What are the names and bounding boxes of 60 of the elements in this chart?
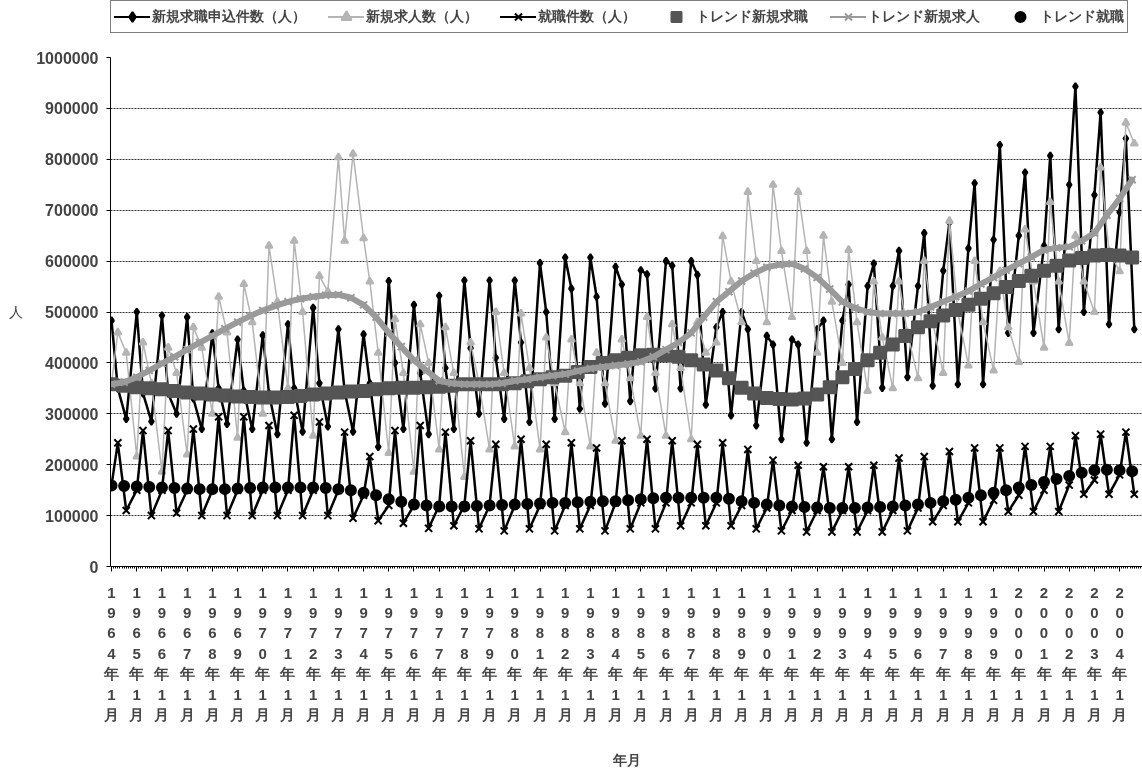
- x-tick-label: 1983年 1月: [581, 583, 598, 723]
- x-tick-label: 1994年 1月: [859, 583, 876, 723]
- x-tick-label: 1990年 1月: [758, 583, 775, 723]
- x-tick-label: 1967年 1月: [178, 583, 195, 723]
- x-tick-label: 1989年 1月: [733, 583, 750, 723]
- y-tick-label: 900000: [45, 100, 99, 118]
- y-tick-label: 600000: [45, 253, 99, 271]
- x-tick-label: 1969年 1月: [229, 583, 246, 723]
- x-tick-label: 1966年 1月: [153, 583, 170, 723]
- x-tick-label: 1970年 1月: [254, 583, 271, 723]
- x-tick-label: 1981年 1月: [531, 583, 548, 723]
- x-tick-label: 1976年 1月: [405, 583, 422, 723]
- x-tick-label: 1978年 1月: [455, 583, 472, 723]
- y-tick-label: 400000: [45, 354, 99, 372]
- x-tick-label: 1973年 1月: [329, 583, 346, 723]
- y-tick-label: 500000: [45, 304, 99, 321]
- x-tick-label: 1987年 1月: [682, 583, 699, 723]
- legend-label: トレンド新規求人: [868, 6, 980, 26]
- x-tick-label: 2004年 1月: [1111, 583, 1128, 723]
- legend-label: 新規求職申込件数（人）: [152, 6, 306, 26]
- x-tick-label: 1968年 1月: [203, 583, 220, 723]
- x-tick-label: 1964年 1月: [103, 583, 120, 723]
- x-tick-label: 1998年 1月: [959, 583, 976, 723]
- x-tick-label: 1984年 1月: [607, 583, 624, 723]
- x-tick-label: 1982年 1月: [556, 583, 573, 723]
- y-tick-label: 200000: [45, 456, 99, 474]
- y-tick-label: 300000: [45, 405, 99, 423]
- x-tick-label: 1997年 1月: [934, 583, 951, 723]
- x-tick-label: 1972年 1月: [304, 583, 321, 723]
- y-tick-label: 800000: [45, 151, 99, 169]
- legend-label: 新規求人数（人）: [366, 6, 478, 26]
- legend-label: トレンド就職: [1040, 6, 1124, 26]
- x-tick-label: 1992年 1月: [808, 583, 825, 723]
- y-tick-label: 100000: [45, 507, 99, 525]
- y-tick-label: 0: [89, 558, 99, 576]
- x-tick-label: 1971年 1月: [279, 583, 296, 723]
- x-tick-label: 1988年 1月: [707, 583, 724, 723]
- y-tick-label: 700000: [45, 202, 99, 220]
- x-tick-label: 1991年 1月: [783, 583, 800, 723]
- x-tick-label: 1979年 1月: [481, 583, 498, 723]
- x-tick-label: 1965年 1月: [128, 583, 145, 723]
- legend-label: 就職件数（人）: [538, 6, 636, 26]
- x-tick-label: 1977年 1月: [430, 583, 447, 723]
- x-tick-label: 1985年 1月: [632, 583, 649, 723]
- x-tick-label: 1975年 1月: [380, 583, 397, 723]
- x-tick-label: 2001年 1月: [1035, 583, 1052, 723]
- x-tick-label: 1995年 1月: [884, 583, 901, 723]
- x-tick-label: 1986年 1月: [657, 583, 674, 723]
- x-axis-title: 年月: [611, 751, 641, 768]
- x-tick-label: 2003年 1月: [1085, 583, 1102, 723]
- y-tick-label: 1000000: [36, 49, 99, 67]
- x-tick-label: 2002年 1月: [1060, 583, 1077, 723]
- x-tick-label: 1999年 1月: [985, 583, 1002, 723]
- x-tick-label: 1993年 1月: [833, 583, 850, 723]
- x-tick-label: 1974年 1月: [355, 583, 372, 723]
- x-tick-label: 1980年 1月: [506, 583, 523, 723]
- y-axis-title: 人: [9, 304, 24, 320]
- x-tick-label: 2000年 1月: [1010, 583, 1027, 723]
- x-tick-label: 1996年 1月: [909, 583, 926, 723]
- legend-label: トレンド新規求職: [696, 6, 808, 26]
